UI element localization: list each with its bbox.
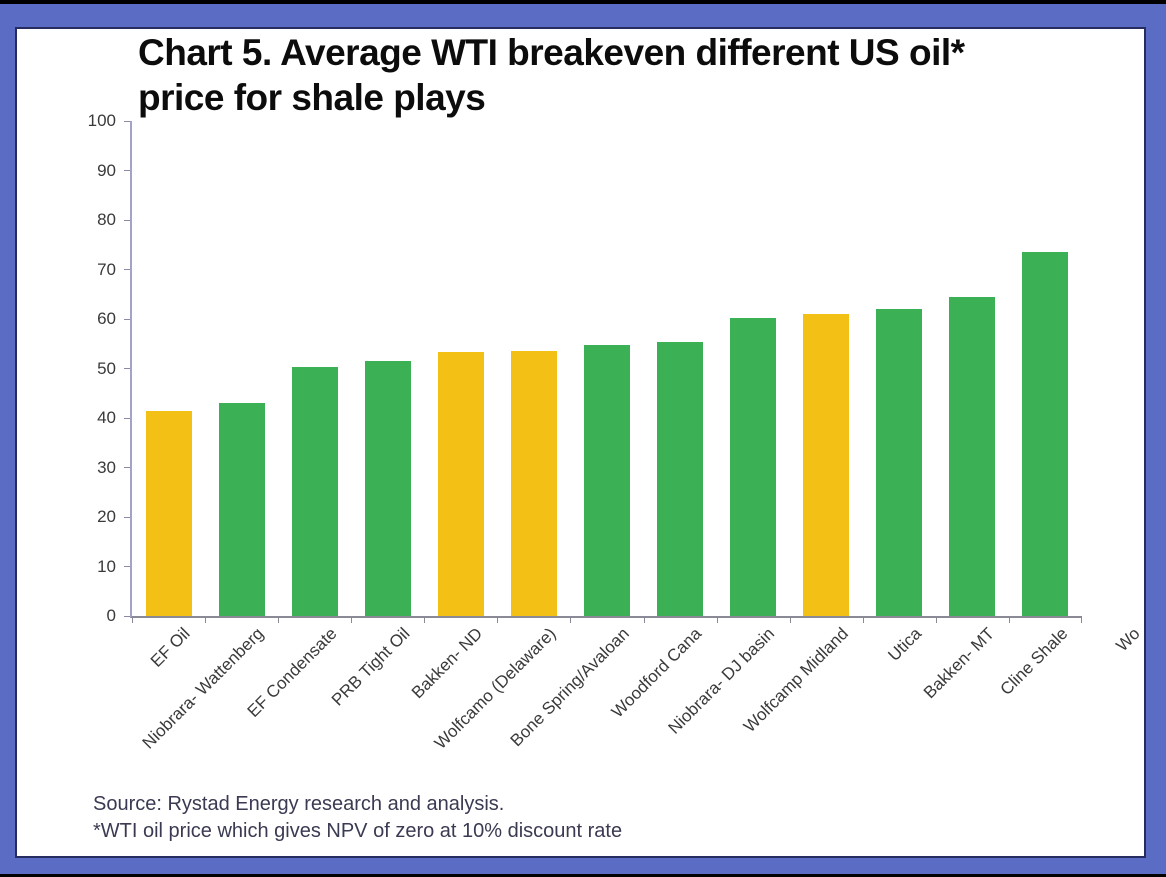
bar <box>437 352 484 616</box>
y-axis-label: 80 <box>97 210 116 229</box>
x-axis-tick <box>351 616 353 623</box>
x-axis-tick <box>278 616 280 623</box>
x-axis-tick <box>935 616 937 623</box>
x-axis-tick <box>716 616 718 623</box>
bar <box>291 367 338 616</box>
x-axis-tick <box>643 616 645 623</box>
y-axis-label: 20 <box>97 507 116 526</box>
top-edge-strip <box>0 0 1166 4</box>
y-axis-label: 0 <box>106 606 116 625</box>
chart-title-line1: Chart 5. Average WTI breakeven different… <box>138 32 965 73</box>
bar <box>657 341 704 616</box>
bar <box>730 317 777 616</box>
footnote: *WTI oil price which gives NPV of zero a… <box>93 820 623 842</box>
y-axis-label: 10 <box>97 556 116 576</box>
y-axis-tick <box>124 269 130 270</box>
category-label-text: Cline Shale <box>995 624 1071 699</box>
y-axis-label: 30 <box>97 457 116 477</box>
y-axis-label: 50 <box>97 358 116 378</box>
source-note: Source: Rystad Energy research and analy… <box>93 793 505 815</box>
y-axis-tick <box>124 170 130 171</box>
y-axis-label: 60 <box>97 309 116 328</box>
bar <box>145 410 192 616</box>
bar <box>218 403 265 616</box>
bar <box>364 361 411 616</box>
y-axis-tick <box>124 120 130 122</box>
y-axis-tick <box>124 516 130 518</box>
category-label: Cline Shale <box>971 624 1071 699</box>
bottom-edge-strip <box>0 874 1166 877</box>
y-axis-label: 100 <box>87 111 116 130</box>
category-label-text: Wolfcamp Midland <box>739 624 852 737</box>
plot-area: 0 10 20 30 40 50 60 70 80 90 100 EF Oil Niobrara- Wa… <box>88 111 1144 753</box>
bar <box>584 344 630 616</box>
chart-panel: Chart 5. Average WTI breakeven different… <box>15 27 1146 858</box>
chart-title: Chart 5. Average WTI breakeven different… <box>138 30 965 120</box>
x-axis-tick <box>570 616 572 623</box>
y-axis-tick <box>124 566 130 567</box>
x-axis-tick <box>1081 616 1082 623</box>
bar <box>803 314 850 616</box>
x-axis-tick <box>862 616 864 623</box>
category-label-text: Wo <box>1112 624 1144 656</box>
x-axis-tick <box>789 616 791 623</box>
y-axis-tick <box>124 615 130 617</box>
bar <box>876 309 923 616</box>
category-label: Wo <box>1105 624 1144 655</box>
y-axis-label: 90 <box>97 160 116 180</box>
bar <box>949 296 996 616</box>
bar <box>510 350 557 616</box>
chart-title-line2: price for shale plays <box>138 77 486 118</box>
y-axis-label: 40 <box>97 408 116 427</box>
bar <box>1022 252 1069 616</box>
y-axis-tick <box>124 368 130 369</box>
y-axis-tick <box>124 467 130 468</box>
x-axis-tick <box>424 616 426 623</box>
y-axis-label: 70 <box>97 259 116 279</box>
x-axis-tick <box>497 616 499 623</box>
x-axis-tick <box>132 616 133 623</box>
x-axis-tick <box>205 616 207 623</box>
footer-notes: Source: Rystad Energy research and analy… <box>93 791 622 845</box>
y-axis-tick <box>124 219 130 221</box>
y-axis-tick <box>124 318 130 320</box>
x-axis-tick <box>1008 616 1010 623</box>
y-axis-tick <box>124 417 130 419</box>
category-label: Wolfcamp Midland <box>699 624 852 736</box>
